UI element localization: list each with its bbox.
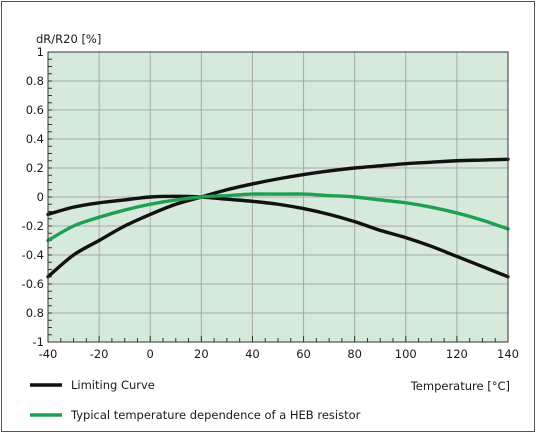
series-line-2 <box>46 192 510 243</box>
x-tick-label: 0 <box>147 347 154 361</box>
x-tick-label: 20 <box>194 347 209 361</box>
y-tick-label: 0.8 <box>26 306 44 320</box>
legend: Limiting Curve Typical temperature depen… <box>30 378 361 422</box>
y-tick-label: 0.6 <box>26 103 44 117</box>
y-tick-label: 0.2 <box>26 161 44 175</box>
series-line-1 <box>46 157 510 279</box>
x-tick-label: -40 <box>39 347 58 361</box>
y-tick-label: -0.4 <box>22 248 44 262</box>
y-tick-label: 0.8 <box>26 74 44 88</box>
x-tick-label: 40 <box>245 347 260 361</box>
x-tick-label: 80 <box>347 347 362 361</box>
legend-label-typical-curve: Typical temperature dependence of a HEB … <box>70 408 361 422</box>
y-tick-label: -0.2 <box>22 219 44 233</box>
y-axis-title: dR/R20 [%] <box>36 32 101 46</box>
x-axis-title: Temperature [°C] <box>410 379 510 393</box>
y-tick-label: -1 <box>33 335 44 349</box>
y-tick-label: 0.4 <box>26 132 44 146</box>
plot-border <box>47 51 509 343</box>
x-tick-label: 120 <box>446 347 468 361</box>
series-line-0 <box>46 194 510 279</box>
series-layer <box>46 157 510 279</box>
y-tick-labels: -1 0.8 -0.6 -0.4 -0.2 0 0.2 0.4 0.6 0.8 1 <box>22 45 44 349</box>
y-tick-label: -0.6 <box>22 277 44 291</box>
x-tick-label: -20 <box>90 347 109 361</box>
y-tick-label: 1 <box>37 45 44 59</box>
legend-label-limiting-curve: Limiting Curve <box>71 378 155 392</box>
y-tick-label: 0 <box>37 190 44 204</box>
x-tick-label: 60 <box>296 347 311 361</box>
x-tick-label: 140 <box>497 347 519 361</box>
x-tick-labels: -40 -20 0 20 40 60 80 100 120 140 <box>39 347 519 361</box>
x-tick-label: 100 <box>395 347 417 361</box>
